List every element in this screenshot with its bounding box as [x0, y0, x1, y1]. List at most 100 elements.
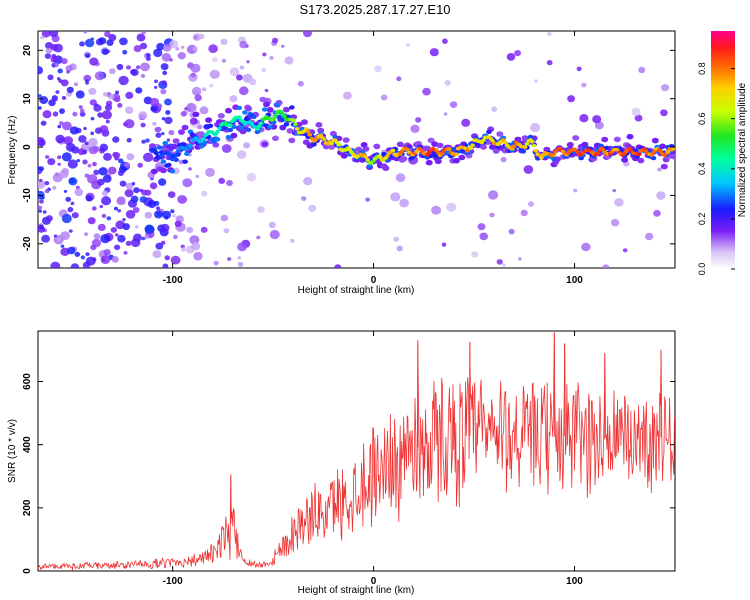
spectrogram-noise-blob	[133, 233, 142, 242]
spectrogram-noise-blob	[180, 247, 186, 252]
spectrogram-ridge-cell	[286, 128, 294, 134]
spectrogram-noise-blob	[162, 210, 172, 219]
spectrogram-ridge-cell	[496, 131, 504, 137]
colorbar-tick-label: 0.2	[697, 213, 707, 226]
spectrogram-ridge-cell	[317, 127, 325, 134]
spectrogram-noise-blob	[125, 210, 136, 219]
spectrogram-noise-blob	[491, 106, 498, 112]
spectrogram-ridge-cell	[217, 113, 225, 119]
spectrogram-noise-blob	[365, 197, 370, 202]
spectrogram-noise-blob	[101, 110, 112, 120]
spectrogram-noise-blob	[174, 220, 182, 227]
spectrogram-ridge-cell	[431, 141, 439, 147]
spectrogram-noise-blob	[74, 251, 81, 257]
spectrogram-noise-blob	[660, 109, 668, 117]
spectrogram-noise-blob	[170, 255, 181, 265]
spectrogram-noise-blob	[297, 80, 304, 87]
spectrogram-ridge-cell	[215, 129, 220, 134]
spectrogram-ridge-cell	[490, 138, 495, 143]
snr-ytick-label: 400	[22, 436, 33, 453]
spectrogram-ridge-cell	[307, 133, 313, 137]
spectrogram-noise-blob	[94, 127, 103, 134]
spectrogram-noise-blob	[546, 60, 553, 66]
spectrogram-noise-blob	[236, 74, 243, 81]
spectrogram-noise-blob	[67, 246, 76, 255]
spectrogram-noise-blob	[91, 206, 97, 211]
spectrogram-noise-blob	[145, 56, 151, 61]
spectrogram-noise-blob	[45, 47, 52, 54]
spectrogram-noise-blob	[66, 86, 74, 94]
spectrogram-noise-blob	[163, 44, 172, 52]
spectrogram-noise-blob	[189, 117, 198, 125]
spectrogram-noise-blob	[193, 251, 203, 261]
spectrogram-noise-blob	[108, 34, 117, 42]
spectrogram-ridge-cell	[283, 122, 290, 127]
spectrogram-noise-blob	[84, 232, 89, 237]
spectrogram-noise-blob	[50, 55, 58, 63]
spectrogram-noise-blob	[334, 264, 342, 268]
spectrogram-noise-blob	[72, 111, 78, 117]
spectrogram-noise-blob	[57, 124, 62, 129]
spectrogram-noise-blob	[75, 90, 85, 99]
spectrogram-noise-blob	[124, 119, 135, 129]
spectrogram-ridge-cell	[669, 153, 675, 160]
spectrogram-ridge-cell	[186, 146, 191, 150]
spectrogram-ridge-cell	[154, 126, 162, 133]
spectrogram-noise-blob	[67, 159, 78, 169]
spectrogram-noise-blob	[42, 210, 47, 214]
spectrogram-noise-blob	[444, 80, 451, 86]
spectrogram-ridge-cell	[160, 159, 167, 164]
spectrogram-ridge-cell	[650, 155, 657, 161]
spectrogram-ridge-cell	[173, 153, 179, 158]
spectrogram-ridge-cell	[551, 153, 557, 157]
spectrogram-noise-blob	[195, 174, 200, 178]
spectrogram-noise-blob	[101, 48, 109, 55]
spectrogram-noise-blob	[118, 75, 129, 86]
spectrogram-noise-blob	[110, 227, 118, 233]
spectrogram-noise-blob	[154, 85, 158, 89]
spectrogram-noise-blob	[67, 206, 74, 213]
spectrogram-noise-blob	[117, 234, 126, 243]
spectrogram-ridge-cell	[272, 135, 279, 142]
spectrogram-noise-blob	[44, 188, 50, 194]
spectrogram-noise-blob	[93, 169, 100, 176]
spectrogram-ridge-cell	[230, 132, 238, 139]
spectrogram-noise-blob	[612, 189, 616, 193]
spectrogram-noise-blob	[656, 191, 666, 200]
spectrogram-ridge-cell	[189, 132, 196, 137]
spectrogram-ridge-cell	[162, 141, 168, 146]
colorbar-tick-label: 0.4	[697, 163, 707, 176]
spectrogram-noise-blob	[303, 31, 312, 38]
spectrogram-noise-blob	[446, 202, 457, 212]
spectrogram-noise-blob	[190, 63, 201, 73]
spectrogram-noise-blob	[243, 142, 251, 149]
spectrogram-noise-blob	[57, 162, 61, 166]
snr-xtick-label: 100	[566, 576, 583, 587]
spectrogram-noise-blob	[83, 126, 87, 131]
spectrogram-noise-blob	[471, 251, 479, 258]
colorbar-gradient	[711, 31, 735, 269]
spectrogram-noise-blob	[87, 217, 96, 225]
spectrogram-noise-blob	[99, 143, 109, 152]
spectrogram-noise-blob	[161, 53, 172, 62]
spectrogram-noise-blob	[223, 228, 230, 234]
spectrogram-noise-blob	[301, 196, 307, 202]
spectrogram-noise-blob	[152, 121, 157, 126]
spectrogram-ridge-cell	[238, 125, 244, 130]
spectrogram-noise-blob	[506, 53, 516, 61]
spectrogram-noise-blob	[205, 167, 215, 177]
spectrogram-ridge-cell	[428, 153, 434, 159]
spectrogram-noise-blob	[63, 189, 68, 193]
spectrogram-noise-blob	[74, 82, 78, 86]
spectrogram-noise-blob	[653, 209, 661, 217]
spectrogram-noise-blob	[122, 49, 128, 55]
spectrogram-noise-blob	[180, 111, 187, 117]
spectrogram-noise-blob	[88, 87, 97, 95]
spectrogram-ridge-cell	[636, 152, 642, 157]
spectrogram-noise-blob	[406, 43, 410, 47]
spectrogram-noise-blob	[164, 98, 172, 106]
spectrogram-noise-blob	[237, 256, 241, 260]
spectrogram-noise-blob	[83, 31, 88, 34]
spectrogram-ridge-cell	[637, 157, 645, 164]
spectrogram-noise-blob	[115, 90, 119, 95]
